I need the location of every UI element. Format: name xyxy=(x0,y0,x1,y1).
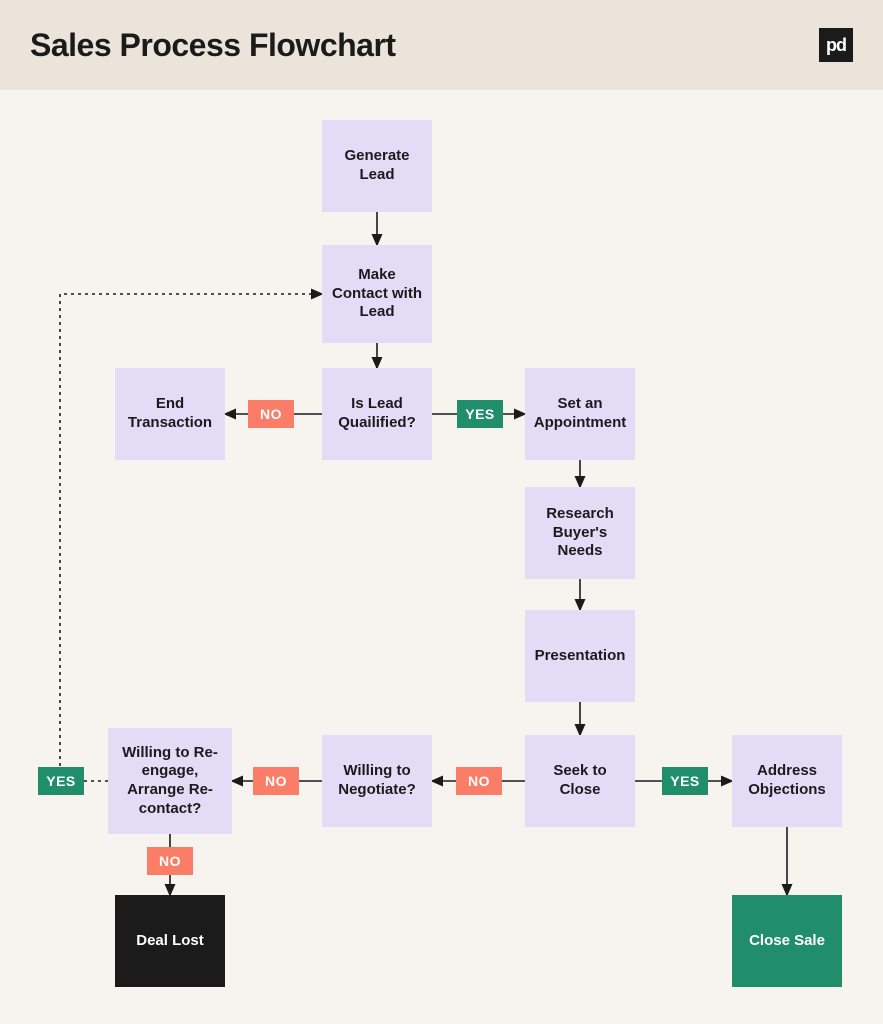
badge-no-negotiate: NO xyxy=(253,767,299,795)
badge-no-qualified: NO xyxy=(248,400,294,428)
node-lead-qualified: Is Lead Quailified? xyxy=(322,368,432,460)
node-make-contact: Make Contact with Lead xyxy=(322,245,432,343)
node-reengage: Willing to Re-engage, Arrange Re-contact… xyxy=(108,728,232,834)
node-research-needs: Research Buyer's Needs xyxy=(525,487,635,579)
brand-logo: pd xyxy=(819,28,853,62)
node-seek-close: Seek to Close xyxy=(525,735,635,827)
node-negotiate: Willing to Negotiate? xyxy=(322,735,432,827)
node-presentation: Presentation xyxy=(525,610,635,702)
badge-yes-reengage: YES xyxy=(38,767,84,795)
flowchart-canvas: Sales Process Flowchart pd Generate Lead… xyxy=(0,0,883,1024)
edges-layer xyxy=(0,0,883,1024)
page-title: Sales Process Flowchart xyxy=(30,27,396,64)
badge-yes-qualified: YES xyxy=(457,400,503,428)
node-address-obj: Address Objections xyxy=(732,735,842,827)
node-end-transaction: End Transaction xyxy=(115,368,225,460)
node-close-sale: Close Sale xyxy=(732,895,842,987)
node-set-appointment: Set an Appointment xyxy=(525,368,635,460)
node-generate-lead: Generate Lead xyxy=(322,120,432,212)
badge-no-seek: NO xyxy=(456,767,502,795)
header-bar: Sales Process Flowchart pd xyxy=(0,0,883,90)
node-deal-lost: Deal Lost xyxy=(115,895,225,987)
badge-yes-seek: YES xyxy=(662,767,708,795)
badge-no-reengage: NO xyxy=(147,847,193,875)
